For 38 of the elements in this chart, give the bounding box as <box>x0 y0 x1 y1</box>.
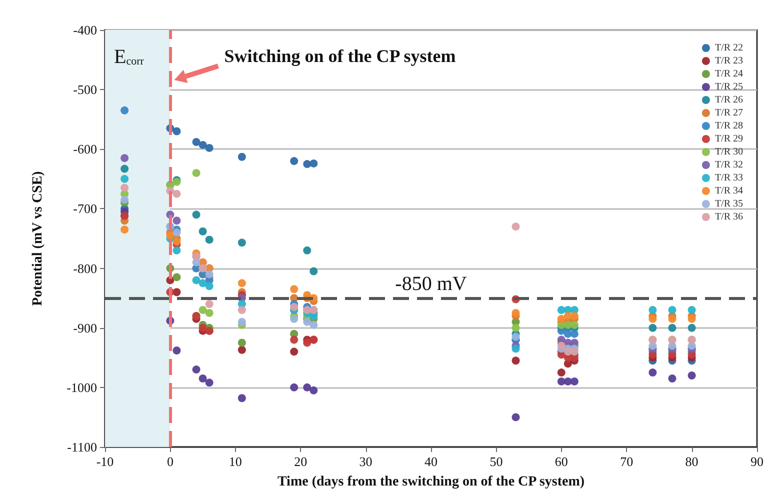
x-tick-label: 50 <box>490 454 503 469</box>
y-tick-label: -700 <box>73 201 97 216</box>
legend-label: T/R 32 <box>714 160 744 170</box>
x-tick-label: 60 <box>554 454 568 469</box>
y-tick-label: -900 <box>73 320 97 336</box>
legend-label: T/R 25 <box>714 82 744 92</box>
legend-label: T/R 34 <box>714 186 744 196</box>
legend-label: T/R 33 <box>714 172 744 184</box>
x-tick-label: 80 <box>685 454 698 469</box>
legend-label: T/R 23 <box>714 56 744 66</box>
x-tick-label: 10 <box>228 454 242 469</box>
legend-label: T/R 36 <box>714 212 744 222</box>
x-axis-title: Time (days from the switching on of the CP system) <box>277 474 585 490</box>
legend-label: T/R 24 <box>714 68 744 80</box>
x-tick-label: 0 <box>166 454 174 469</box>
x-tick-label: 40 <box>424 454 438 469</box>
legend-label: T/R 30 <box>714 146 744 158</box>
legend-label: T/R 22 <box>714 42 744 54</box>
y-tick-label: -1000 <box>66 380 97 395</box>
ref-line-label: -850 mV <box>395 273 468 296</box>
ref-line-label: Switching on of the CP system <box>224 46 456 66</box>
legend-label: T/R 26 <box>714 94 744 106</box>
x-tick-label: 30 <box>359 454 372 469</box>
y-tick-label: -500 <box>73 82 97 98</box>
legend-label: T/R 27 <box>714 108 744 118</box>
x-tick-label: 70 <box>620 454 634 469</box>
x-tick-label: 90 <box>750 454 764 469</box>
x-tick-label: 20 <box>294 454 308 469</box>
legend-label: T/R 35 <box>714 198 744 210</box>
y-tick-label: -800 <box>73 260 97 276</box>
y-axis-title: Potential (mV vs CSE) <box>30 170 46 306</box>
y-tick-label: -1100 <box>67 440 97 454</box>
band-label: Ecorr <box>114 46 144 68</box>
y-tick-label: -400 <box>73 22 97 38</box>
x-tick-label: -10 <box>96 454 114 469</box>
legend-label: T/R 28 <box>714 120 744 132</box>
legend-label: T/R 29 <box>714 134 744 144</box>
y-tick-label: -600 <box>73 142 97 157</box>
